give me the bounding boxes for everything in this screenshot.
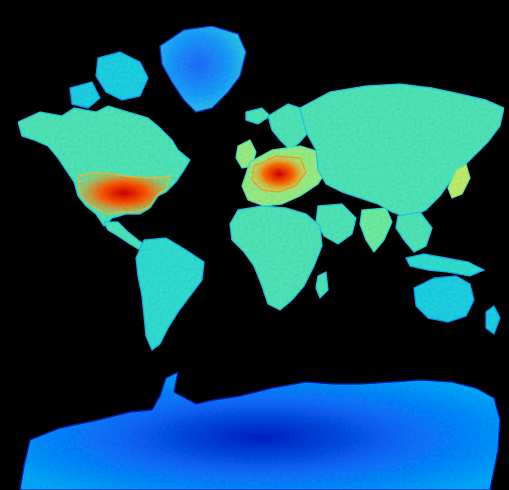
japan [447, 163, 471, 199]
asia [299, 83, 505, 219]
india [359, 207, 393, 253]
madagascar [315, 271, 329, 299]
canadian-arctic-islands [95, 51, 149, 101]
arabia [315, 203, 357, 245]
western-europe-core [251, 155, 307, 193]
south-america [135, 237, 205, 351]
scandinavia [267, 103, 313, 151]
canadian-arctic-island-west [69, 81, 101, 109]
africa [229, 205, 323, 311]
southeast-asia [395, 211, 433, 253]
united-states [77, 171, 171, 215]
central-america [103, 221, 147, 251]
greenland [159, 25, 247, 113]
new-zealand [485, 305, 501, 335]
indonesia [405, 253, 485, 277]
iceland [245, 107, 271, 125]
australia [413, 275, 475, 323]
antarctica [19, 371, 501, 490]
